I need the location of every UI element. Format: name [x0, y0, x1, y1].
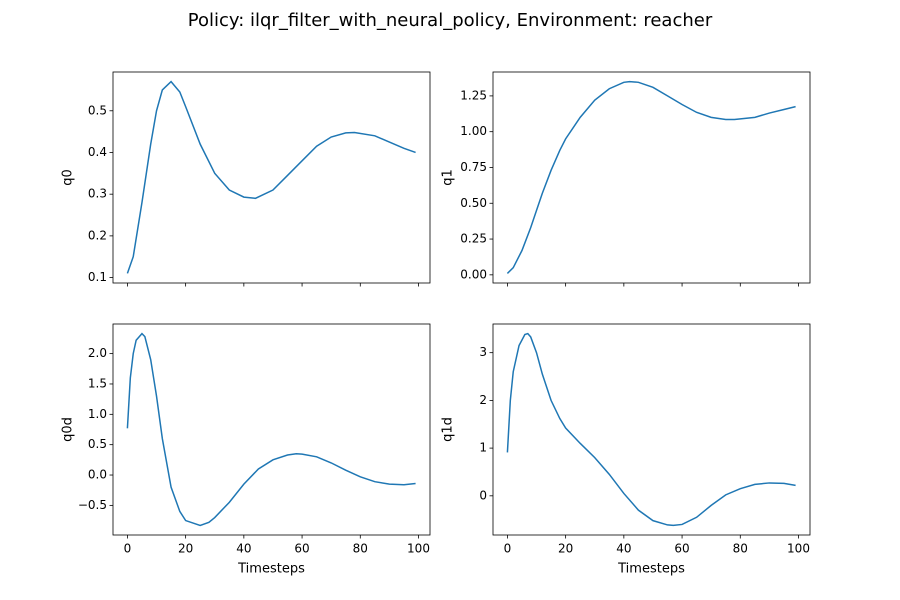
- y-tick-label: 0.2: [88, 228, 107, 242]
- x-tick-label: 20: [558, 542, 573, 556]
- data-line: [506, 332, 796, 527]
- axes-frame: [492, 323, 811, 536]
- x-tick-label: 80: [353, 542, 368, 556]
- data-line: [126, 332, 416, 527]
- y-tick-label: 0.75: [460, 160, 487, 174]
- y-axis-label: q0: [61, 169, 76, 186]
- figure-title: Policy: ilqr_filter_with_neural_policy, …: [188, 10, 713, 31]
- axes-frame: [492, 71, 811, 284]
- x-axis-label: Timesteps: [237, 562, 305, 577]
- y-tick-label: 0.5: [88, 437, 107, 451]
- x-tick-label: 80: [733, 542, 748, 556]
- x-tick-label: 40: [616, 542, 631, 556]
- y-tick-label: 1: [479, 441, 487, 455]
- y-tick-label: 0: [479, 488, 487, 502]
- axes-frame: [112, 71, 431, 284]
- y-tick-label: 3: [479, 345, 487, 359]
- x-tick-label: 60: [674, 542, 689, 556]
- y-tick-label: 1.25: [460, 88, 487, 102]
- x-axis-label: Timesteps: [617, 562, 685, 577]
- y-tick-label: 0.00: [460, 267, 487, 281]
- axes-frame: [112, 323, 431, 536]
- y-tick-label: 0.50: [460, 196, 487, 210]
- data-line: [126, 80, 416, 274]
- y-tick-label: 1.5: [88, 376, 107, 390]
- y-axis-label: q0d: [61, 417, 76, 442]
- y-tick-label: 0.3: [88, 187, 107, 201]
- y-tick-label: 0.0: [88, 468, 107, 482]
- x-tick-label: 60: [294, 542, 309, 556]
- y-tick-label: 0.25: [460, 232, 487, 246]
- y-tick-label: −0.5: [78, 498, 107, 512]
- y-tick-label: 2.0: [88, 346, 107, 360]
- y-tick-label: 0.5: [88, 103, 107, 117]
- x-tick-label: 100: [787, 542, 810, 556]
- y-tick-label: 1.0: [88, 407, 107, 421]
- y-tick-label: 1.00: [460, 124, 487, 138]
- x-tick-label: 100: [407, 542, 430, 556]
- y-tick-label: 2: [479, 393, 487, 407]
- y-tick-label: 0.1: [88, 270, 107, 284]
- data-line: [506, 80, 796, 274]
- y-axis-label: q1d: [441, 417, 456, 442]
- x-tick-label: 0: [124, 542, 132, 556]
- y-tick-label: 0.4: [88, 145, 107, 159]
- x-tick-label: 20: [178, 542, 193, 556]
- x-tick-label: 0: [504, 542, 512, 556]
- y-axis-label: q1: [441, 169, 456, 186]
- x-tick-label: 40: [236, 542, 251, 556]
